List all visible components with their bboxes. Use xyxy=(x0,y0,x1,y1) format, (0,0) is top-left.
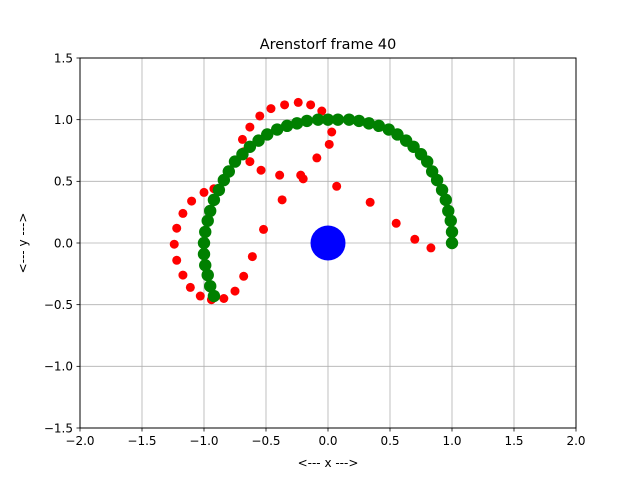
green-orbit-point xyxy=(352,114,366,128)
red-orbit-point xyxy=(312,153,322,163)
red-orbit-point xyxy=(245,157,255,167)
green-orbit-point xyxy=(439,193,452,207)
red-orbit-point xyxy=(178,208,188,218)
red-orbit-point xyxy=(172,223,182,233)
green-orbit-point xyxy=(270,123,284,136)
red-orbit-point xyxy=(391,218,401,228)
red-orbit-point xyxy=(259,224,269,234)
green-orbit-point xyxy=(362,117,376,130)
green-orbit-point xyxy=(217,173,231,187)
red-orbit-point xyxy=(256,165,266,175)
green-orbit-point xyxy=(201,214,214,227)
x-tick-label: 0.5 xyxy=(380,434,399,448)
red-orbit-point xyxy=(410,234,420,244)
y-tick-label: 1.0 xyxy=(54,113,73,127)
y-tick-label: 1.5 xyxy=(54,51,73,65)
green-orbit-point xyxy=(342,113,356,126)
green-orbit-point xyxy=(199,225,212,239)
x-tick-label: 2.0 xyxy=(566,434,585,448)
data-points xyxy=(169,97,459,305)
green-orbit-point xyxy=(228,155,242,168)
red-orbit-point xyxy=(195,291,205,301)
green-orbit-point xyxy=(290,117,304,130)
red-orbit-point xyxy=(266,104,276,114)
green-orbit-point xyxy=(331,113,345,126)
red-orbit-point xyxy=(306,100,316,110)
green-orbit-point xyxy=(300,114,314,128)
x-tick-label: −1.5 xyxy=(127,434,156,448)
red-orbit-point xyxy=(255,111,265,121)
red-orbit-point xyxy=(219,294,229,303)
green-orbit-point xyxy=(204,279,217,293)
green-orbit-point xyxy=(444,214,457,227)
red-orbit-point xyxy=(230,286,240,296)
red-orbit-point xyxy=(275,170,285,180)
y-axis-label: <--- y ---> xyxy=(16,213,30,274)
red-orbit-point xyxy=(296,170,306,180)
green-orbit-point xyxy=(445,225,459,239)
green-orbit-point xyxy=(197,247,211,261)
green-orbit-point xyxy=(321,113,335,126)
red-orbit-point xyxy=(199,187,209,197)
green-orbit-point xyxy=(425,165,439,178)
green-orbit-point xyxy=(435,183,449,197)
green-orbit-point xyxy=(204,204,217,218)
green-orbit-point xyxy=(382,123,395,136)
green-orbit-point xyxy=(261,128,274,141)
red-orbit-point xyxy=(365,197,375,207)
red-orbit-point xyxy=(327,127,337,137)
x-tick-label: −1.0 xyxy=(189,434,218,448)
green-orbit-point xyxy=(199,259,212,272)
y-tick-label: −0.5 xyxy=(44,298,73,312)
y-tick-label: 0.5 xyxy=(54,175,73,189)
red-orbit-point xyxy=(239,271,249,281)
x-axis-label: <--- x ---> xyxy=(298,456,359,470)
red-orbit-point xyxy=(277,195,287,205)
green-orbit-point xyxy=(442,204,455,218)
green-orbit-point xyxy=(197,236,211,250)
green-orbit-point xyxy=(280,119,294,133)
red-orbit-point xyxy=(280,100,290,110)
blue-body xyxy=(310,225,346,261)
green-orbit-point xyxy=(252,134,265,147)
red-orbit-point xyxy=(187,196,197,206)
red-orbit-point xyxy=(247,252,257,262)
red-orbit-point xyxy=(332,181,342,191)
y-tick-label: −1.0 xyxy=(44,360,73,374)
red-orbit-point xyxy=(169,239,179,249)
red-orbit-point xyxy=(324,139,334,149)
y-tick-label: −1.5 xyxy=(44,421,73,435)
green-orbit-point xyxy=(445,236,459,250)
red-orbit-point xyxy=(245,122,255,132)
red-orbit-point xyxy=(317,106,327,116)
red-orbit-point xyxy=(426,243,436,253)
green-orbit-point xyxy=(311,113,325,126)
x-tick-label: −0.5 xyxy=(251,434,280,448)
red-orbit-point xyxy=(185,282,195,292)
x-tick-label: −2.0 xyxy=(65,434,94,448)
green-orbit-point xyxy=(201,268,214,282)
green-orbit-point xyxy=(372,119,386,133)
green-orbit-point xyxy=(207,193,221,207)
chart-title: Arenstorf frame 40 xyxy=(260,37,396,53)
green-orbit-point xyxy=(399,134,413,147)
y-tick-label: 0.0 xyxy=(54,236,73,250)
x-tick-label: 0.0 xyxy=(318,434,337,448)
green-orbit-point xyxy=(207,289,221,303)
red-orbit-point xyxy=(178,270,188,280)
x-tick-label: 1.5 xyxy=(504,434,523,448)
red-orbit-point xyxy=(237,134,247,144)
axis-ticks: −2.0 −1.5 −1.0 −0.5 0.0 0.5 1.0 1.5 2.0−1.5−1.0−… xyxy=(44,51,586,448)
x-tick-label: 1.0 xyxy=(442,434,461,448)
green-orbit-point xyxy=(212,183,226,197)
red-orbit-point xyxy=(293,97,303,107)
red-orbit-point xyxy=(172,255,182,265)
